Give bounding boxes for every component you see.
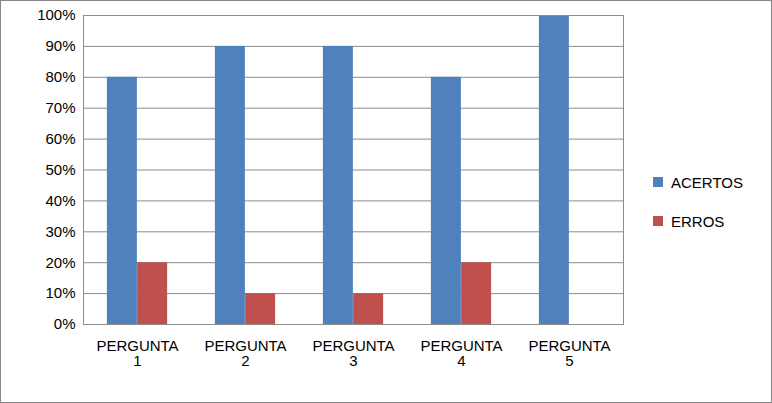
svg-text:30%: 30% [45,223,75,240]
svg-text:100%: 100% [37,6,75,23]
svg-text:90%: 90% [45,37,75,54]
svg-text:PERGUNTA5: PERGUNTA5 [528,337,610,369]
svg-text:70%: 70% [45,99,75,116]
svg-text:50%: 50% [45,161,75,178]
svg-text:0%: 0% [54,315,76,332]
svg-text:PERGUNTA1: PERGUNTA1 [96,337,178,369]
svg-text:10%: 10% [45,284,75,301]
svg-text:60%: 60% [45,130,75,147]
svg-text:40%: 40% [45,192,75,209]
svg-text:PERGUNTA3: PERGUNTA3 [312,337,394,369]
svg-text:PERGUNTA4: PERGUNTA4 [420,337,502,369]
html-text:ACERTOS: ACERTOS [671,173,743,191]
svg-text:20%: 20% [45,254,75,271]
svg-text:80%: 80% [45,68,75,85]
html-text:ERROS: ERROS [671,212,725,230]
svg-text:PERGUNTA2: PERGUNTA2 [204,337,286,369]
